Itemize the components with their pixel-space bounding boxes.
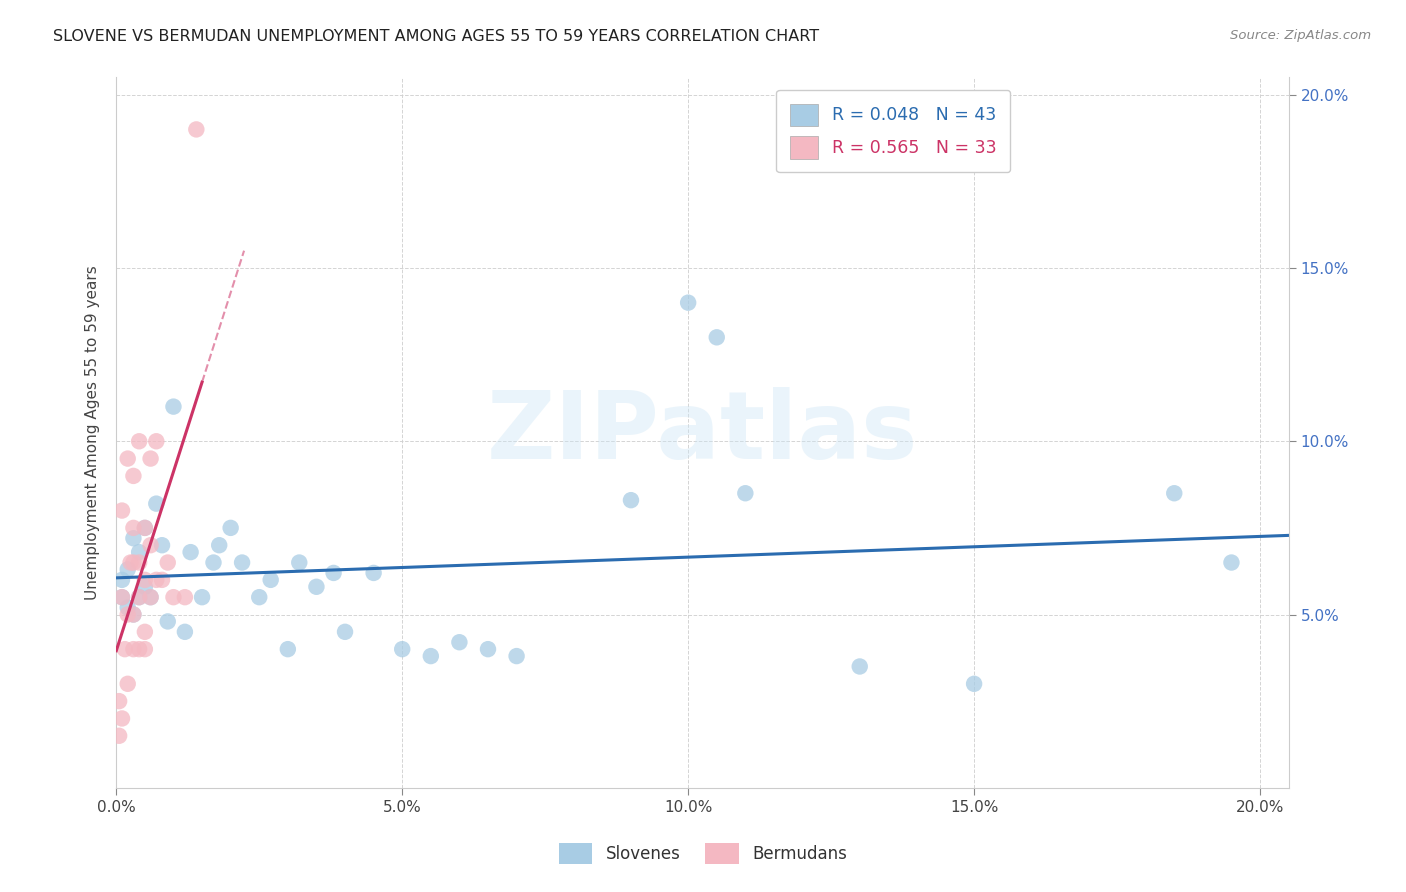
Point [111,590,134,604]
Point [128,434,150,449]
Point [191,590,214,604]
Point [120,556,142,570]
Point [706,330,728,344]
Point [162,590,184,604]
Point [117,562,139,576]
Point [260,573,283,587]
Point [134,624,156,639]
Point [122,607,145,622]
Point [963,677,986,691]
Point [139,451,162,466]
Point [134,580,156,594]
Point [139,538,162,552]
Point [219,521,242,535]
Point [848,659,870,673]
Point [122,531,145,545]
Point [122,556,145,570]
Point [108,729,131,743]
Point [150,538,173,552]
Point [620,493,643,508]
Point [1163,486,1185,500]
Point [174,590,197,604]
Point [122,521,145,535]
Point [145,434,167,449]
Point [150,573,173,587]
Point [363,566,385,580]
Point [734,486,756,500]
Point [322,566,344,580]
Point [305,580,328,594]
Point [117,451,139,466]
Legend: Slovenes, Bermudans: Slovenes, Bermudans [553,837,853,871]
Text: SLOVENE VS BERMUDAN UNEMPLOYMENT AMONG AGES 55 TO 59 YEARS CORRELATION CHART: SLOVENE VS BERMUDAN UNEMPLOYMENT AMONG A… [53,29,820,44]
Point [231,556,253,570]
Legend: R = 0.048   N = 43, R = 0.565   N = 33: R = 0.048 N = 43, R = 0.565 N = 33 [776,90,1011,172]
Point [156,615,179,629]
Point [117,677,139,691]
Point [139,590,162,604]
Point [277,642,299,657]
Point [156,556,179,570]
Point [134,573,156,587]
Point [333,624,356,639]
Point [1220,556,1243,570]
Point [477,642,499,657]
Point [122,469,145,483]
Point [391,642,413,657]
Point [128,590,150,604]
Point [202,556,225,570]
Text: ZIPatlas: ZIPatlas [486,386,918,479]
Text: Source: ZipAtlas.com: Source: ZipAtlas.com [1230,29,1371,42]
Point [186,122,208,136]
Point [117,607,139,622]
Point [111,503,134,517]
Point [117,600,139,615]
Point [419,649,441,664]
Point [449,635,471,649]
Point [128,545,150,559]
Point [128,642,150,657]
Y-axis label: Unemployment Among Ages 55 to 59 years: Unemployment Among Ages 55 to 59 years [86,265,100,600]
Point [134,521,156,535]
Point [676,295,699,310]
Point [108,694,131,708]
Point [180,545,202,559]
Point [134,521,156,535]
Point [111,573,134,587]
Point [122,642,145,657]
Point [505,649,527,664]
Point [114,642,136,657]
Point [288,556,311,570]
Point [134,642,156,657]
Point [128,556,150,570]
Point [174,624,197,639]
Point [128,590,150,604]
Point [145,497,167,511]
Point [122,607,145,622]
Point [111,711,134,725]
Point [208,538,231,552]
Point [139,590,162,604]
Point [162,400,184,414]
Point [247,590,270,604]
Point [145,573,167,587]
Point [111,590,134,604]
